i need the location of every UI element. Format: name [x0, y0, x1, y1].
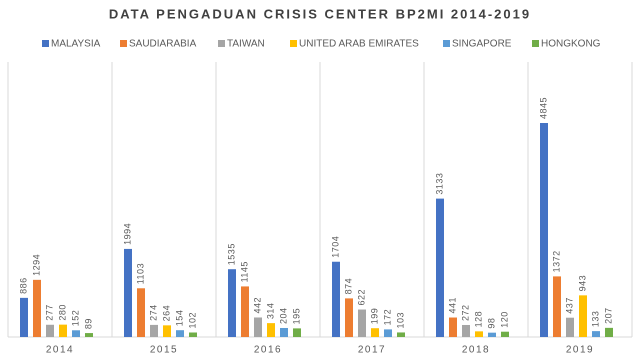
bar: [189, 332, 197, 337]
x-tick-label: 2015: [150, 345, 178, 356]
value-label: 195: [291, 308, 301, 325]
bar: [267, 323, 275, 337]
value-label: 4845: [538, 97, 548, 119]
bar: [605, 327, 613, 337]
value-label: 1294: [31, 254, 41, 276]
value-label: 264: [161, 305, 171, 322]
value-label: 1704: [330, 236, 340, 258]
bar: [449, 317, 457, 337]
bar: [592, 331, 600, 337]
x-tick-label: 2017: [358, 345, 386, 356]
legend-label: SINGAPORE: [452, 39, 512, 50]
x-tick-label: 2019: [566, 345, 594, 356]
value-label: 3133: [434, 173, 444, 195]
value-label: 1372: [551, 250, 561, 272]
value-label: 1145: [239, 261, 249, 282]
value-label: 441: [447, 297, 457, 314]
value-label: 172: [382, 309, 392, 326]
bar: [501, 331, 509, 337]
value-label: 133: [590, 311, 600, 328]
bar: [176, 330, 184, 337]
legend-marker: [290, 40, 297, 47]
bar: [462, 324, 470, 337]
x-tick-label: 2018: [462, 345, 490, 356]
value-label: 120: [499, 311, 509, 328]
bar: [475, 331, 483, 337]
bar: [85, 333, 93, 337]
legend-marker: [532, 40, 539, 47]
legend-marker: [42, 40, 49, 47]
value-label: 874: [343, 278, 353, 295]
value-label: 442: [252, 297, 262, 314]
bar: [371, 328, 379, 337]
legend-label: SAUDIARABIA: [129, 39, 197, 50]
value-label: 272: [460, 304, 470, 321]
bar: [332, 261, 340, 337]
bar: [540, 123, 548, 337]
bar: [163, 325, 171, 337]
legend-label: UNITED ARAB EMIRATES: [299, 39, 419, 50]
legend-label: TAIWAN: [227, 39, 265, 50]
value-label: 154: [174, 310, 184, 327]
value-label: 102: [187, 312, 197, 329]
value-label: 437: [564, 297, 574, 314]
bar: [553, 276, 561, 337]
value-label: 622: [356, 289, 366, 306]
bar: [33, 279, 41, 337]
bar: [384, 329, 392, 337]
bar: [150, 324, 158, 337]
value-label: 103: [395, 312, 405, 329]
bar: [345, 298, 353, 337]
legend-label: MALAYSIA: [51, 39, 101, 50]
value-label: 128: [473, 311, 483, 328]
bar: [579, 295, 587, 337]
legend-marker: [120, 40, 127, 47]
bar: [358, 309, 366, 337]
chart-title: DATA PENGADUAN CRISIS CENTER BP2MI 2014-…: [109, 6, 531, 21]
legend-label: HONGKONG: [541, 39, 601, 50]
x-tick-label: 2016: [254, 345, 282, 356]
bar: [241, 286, 249, 337]
value-label: 152: [70, 310, 80, 327]
value-label: 89: [83, 318, 93, 329]
bar: [59, 324, 67, 337]
value-label: 207: [603, 307, 613, 324]
legend-marker: [443, 40, 450, 47]
bar: [397, 332, 405, 337]
legend-marker: [218, 40, 225, 47]
bar: [137, 288, 145, 337]
value-label: 204: [278, 307, 288, 324]
bar: [566, 317, 574, 337]
value-label: 1103: [135, 263, 145, 284]
value-label: 886: [18, 277, 28, 294]
value-label: 1535: [226, 243, 236, 265]
value-label: 277: [44, 304, 54, 321]
value-label: 274: [148, 304, 158, 321]
value-label: 280: [57, 304, 67, 321]
value-label: 98: [486, 318, 496, 329]
value-label: 314: [265, 303, 275, 320]
value-label: 1994: [122, 223, 132, 245]
value-label: 199: [369, 308, 379, 325]
x-tick-label: 2014: [46, 345, 74, 356]
bar: [124, 248, 132, 337]
bar: [280, 327, 288, 337]
bar: [228, 269, 236, 337]
bar: [254, 317, 262, 337]
bar: [46, 324, 54, 337]
bar: [72, 330, 80, 337]
value-label: 943: [577, 275, 587, 292]
bar: [436, 198, 444, 337]
bar: [488, 332, 496, 337]
bar: [20, 297, 28, 337]
bar: [293, 328, 301, 337]
